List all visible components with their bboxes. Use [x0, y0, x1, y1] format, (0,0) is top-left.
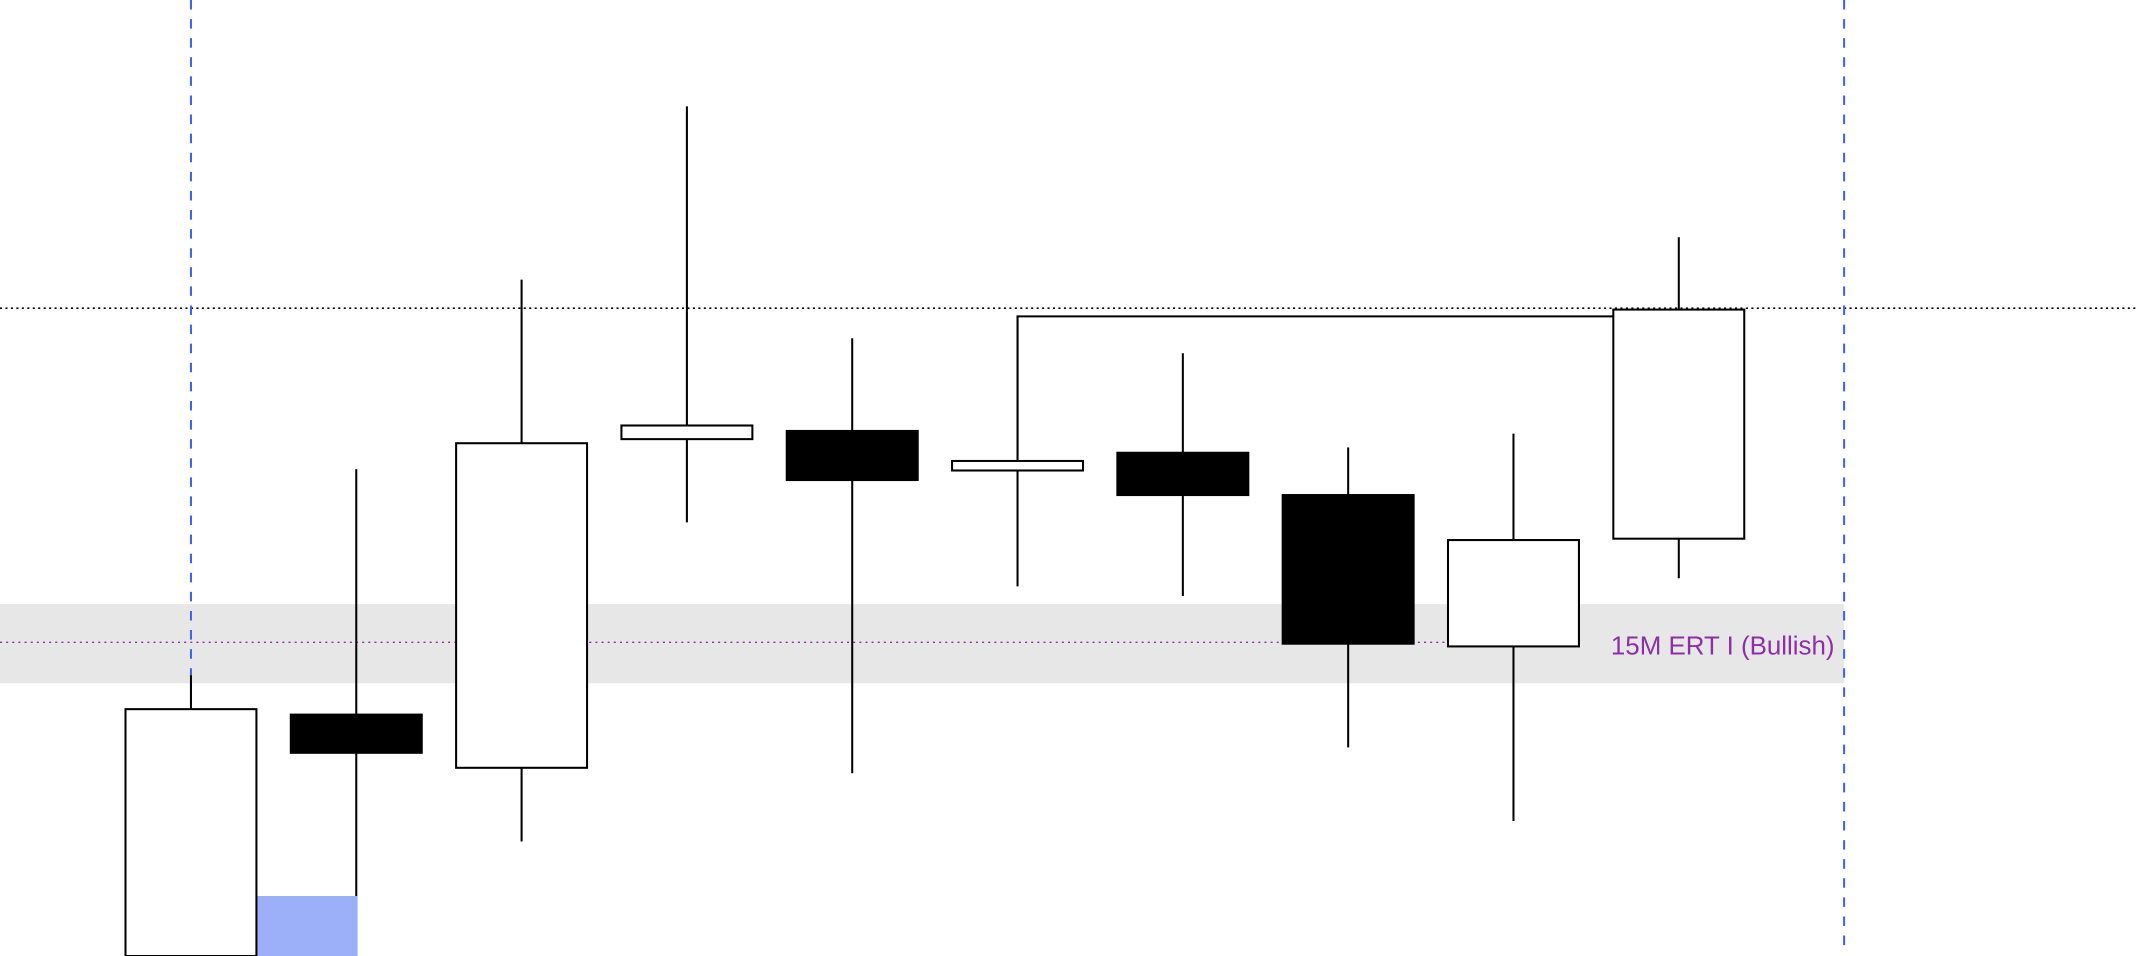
candle-body: [785, 429, 919, 482]
candle-body: [1446, 539, 1580, 648]
candle: [124, 675, 258, 956]
ert-zone-label: 15M ERT I (Bullish): [1611, 633, 1835, 661]
highlight-box: [256, 895, 358, 956]
candle-body: [1116, 451, 1250, 497]
high-connector-line: [1016, 315, 1614, 461]
candle: [1281, 447, 1415, 748]
candles: [124, 106, 1746, 956]
candle-body: [1612, 308, 1746, 540]
candle: [1612, 237, 1746, 579]
candle-body: [455, 442, 589, 769]
candle: [455, 279, 589, 842]
candle: [785, 338, 919, 774]
candle: [620, 106, 754, 523]
candle-body: [1281, 494, 1415, 645]
candle-body: [620, 424, 754, 441]
candle: [1446, 433, 1580, 821]
candle: [1116, 353, 1250, 596]
candle: [289, 469, 423, 896]
candle-body: [289, 713, 423, 754]
candle-body: [124, 708, 258, 956]
candle-body: [951, 459, 1085, 472]
